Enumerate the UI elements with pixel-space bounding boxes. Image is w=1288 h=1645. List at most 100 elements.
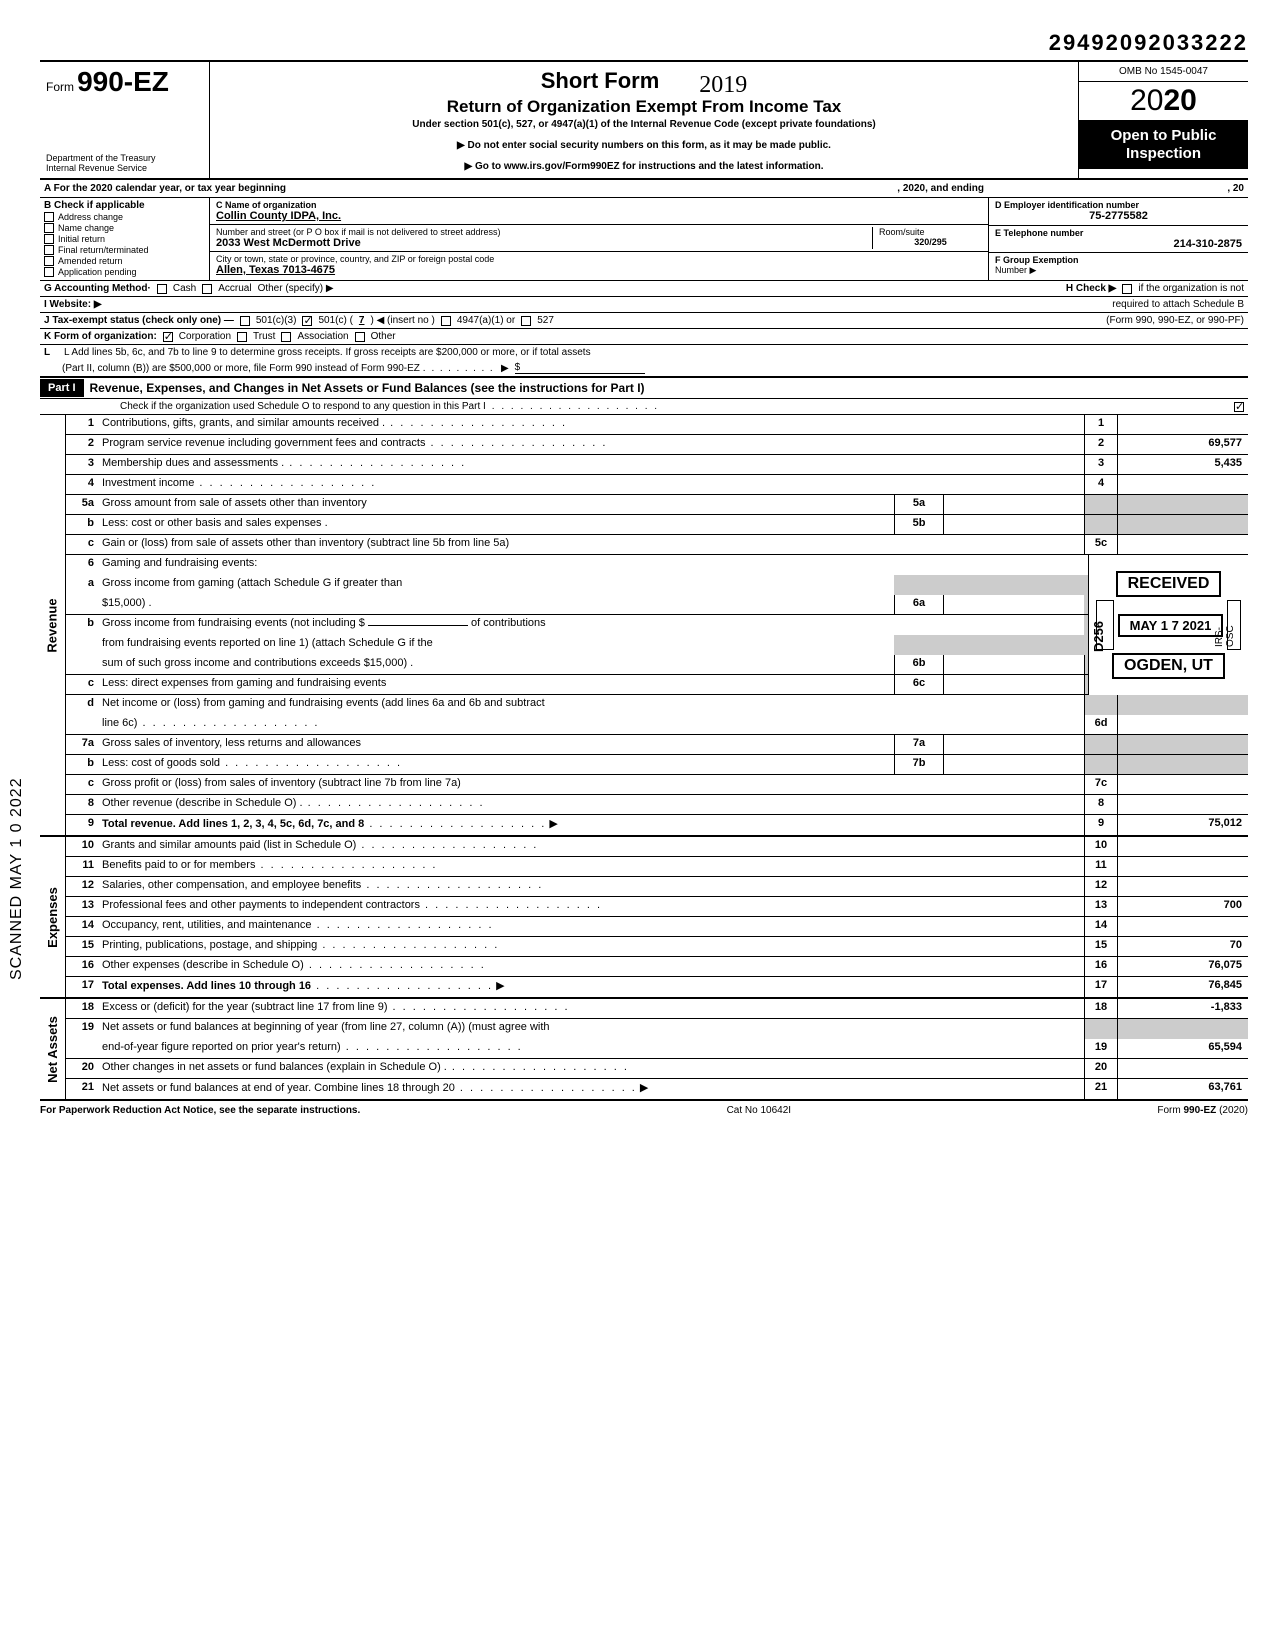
expenses-section: Expenses 10Grants and similar amounts pa… bbox=[40, 837, 1248, 999]
chk-address[interactable] bbox=[44, 212, 54, 222]
line7a: Gross sales of inventory, less returns a… bbox=[102, 735, 894, 754]
part1-header: Part I Revenue, Expenses, and Changes in… bbox=[40, 376, 1248, 399]
line13: Professional fees and other payments to … bbox=[102, 899, 420, 911]
page-footer: For Paperwork Reduction Act Notice, see … bbox=[40, 1101, 1248, 1116]
line19a: Net assets or fund balances at beginning… bbox=[102, 1019, 1084, 1039]
line-a-end: , 20 bbox=[1004, 183, 1244, 194]
line6d2: line 6c) bbox=[102, 717, 137, 729]
chk-pending[interactable] bbox=[44, 267, 54, 277]
footer-right: Form 990-EZ (2020) bbox=[1157, 1105, 1248, 1116]
lbl-pending: Application pending bbox=[58, 267, 137, 277]
l-text1: L Add lines 5b, 6c, and 7b to line 9 to … bbox=[64, 347, 591, 358]
lbl-accrual: Accrual bbox=[218, 283, 251, 294]
lbl-address: Address change bbox=[58, 212, 123, 222]
chk-assoc[interactable] bbox=[281, 332, 291, 342]
room-label: Room/suite bbox=[879, 227, 982, 237]
part1-check-line: Check if the organization used Schedule … bbox=[40, 399, 1248, 415]
chk-corp[interactable] bbox=[163, 332, 173, 342]
line6b1: Gross income from fundraising events (no… bbox=[102, 617, 365, 629]
chk-korg-other[interactable] bbox=[355, 332, 365, 342]
i-label: I Website: ▶ bbox=[44, 299, 102, 310]
handwritten-year: 2019 bbox=[699, 72, 747, 99]
line-g-h: G Accounting Method· Cash Accrual Other … bbox=[40, 281, 1248, 297]
lbl-final: Final return/terminated bbox=[58, 245, 149, 255]
line5b-text: Less: cost or other basis and sales expe… bbox=[102, 517, 328, 529]
lbl-cash: Cash bbox=[173, 283, 196, 294]
revenue-section: Revenue 1Contributions, gifts, grants, a… bbox=[40, 415, 1248, 837]
line20: Other changes in net assets or fund bala… bbox=[102, 1061, 447, 1073]
line-k: K Form of organization: Corporation Trus… bbox=[40, 329, 1248, 345]
chk-initial[interactable] bbox=[44, 234, 54, 244]
arrow-line-1: Do not enter social security numbers on … bbox=[220, 140, 1068, 151]
chk-name[interactable] bbox=[44, 223, 54, 233]
chk-amended[interactable] bbox=[44, 256, 54, 266]
stamp-irsosc: IRS-OSC bbox=[1214, 617, 1236, 647]
col-b-checkboxes: B Check if applicable Address change Nam… bbox=[40, 198, 210, 280]
chk-trust[interactable] bbox=[237, 332, 247, 342]
line17: Total expenses. Add lines 10 through 16 bbox=[102, 980, 311, 992]
arrow-line-2: Go to www.irs.gov/Form990EZ for instruct… bbox=[220, 161, 1068, 172]
side-netassets: Net Assets bbox=[40, 999, 66, 1099]
chk-final[interactable] bbox=[44, 245, 54, 255]
c-label: C Name of organization bbox=[216, 200, 982, 210]
chk-527[interactable] bbox=[521, 316, 531, 326]
line2-text: Program service revenue including govern… bbox=[102, 437, 425, 449]
line6a1: Gross income from gaming (attach Schedul… bbox=[102, 575, 894, 595]
chk-accrual[interactable] bbox=[202, 284, 212, 294]
part1-badge: Part I bbox=[40, 379, 84, 397]
room-value: 320/295 bbox=[879, 237, 982, 247]
h-text3: required to attach Schedule B bbox=[1112, 299, 1244, 310]
lbl-assoc: Association bbox=[297, 331, 348, 342]
line6a2: $15,000) . bbox=[102, 595, 894, 614]
h-label: H Check ▶ bbox=[1066, 283, 1116, 294]
line11: Benefits paid to or for members bbox=[102, 859, 255, 871]
chk-4947[interactable] bbox=[441, 316, 451, 326]
line-a-start: A For the 2020 calendar year, or tax yea… bbox=[44, 183, 286, 194]
chk-cash[interactable] bbox=[157, 284, 167, 294]
line12: Salaries, other compensation, and employ… bbox=[102, 879, 361, 891]
val-9: 75,012 bbox=[1118, 815, 1248, 835]
line4-text: Investment income bbox=[102, 477, 194, 489]
l-arrow: ▶ bbox=[501, 363, 509, 374]
dln-number: 29492092033222 bbox=[1049, 30, 1248, 56]
line14: Occupancy, rent, utilities, and maintena… bbox=[102, 919, 312, 931]
lbl-527: 527 bbox=[537, 315, 554, 326]
d-label: D Employer identification number bbox=[995, 200, 1242, 210]
line7b: Less: cost of goods sold bbox=[102, 757, 220, 769]
stamp-d256: D256 bbox=[1091, 621, 1106, 652]
val-21: 63,761 bbox=[1118, 1079, 1248, 1099]
city-value: Allen, Texas 7013-4675 bbox=[216, 264, 982, 276]
line6-text: Gaming and fundraising events: bbox=[102, 555, 1214, 575]
e-label: E Telephone number bbox=[995, 228, 1242, 238]
l-text2: (Part II, column (B)) are $500,000 or mo… bbox=[62, 363, 425, 374]
line9: Total revenue. Add lines 1, 2, 3, 4, 5c,… bbox=[102, 818, 364, 830]
chk-h[interactable] bbox=[1122, 284, 1132, 294]
lbl-other-method: Other (specify) ▶ bbox=[258, 283, 334, 294]
part1-title: Revenue, Expenses, and Changes in Net As… bbox=[84, 378, 651, 398]
short-form-title: Short Form bbox=[541, 68, 660, 94]
footer-left: For Paperwork Reduction Act Notice, see … bbox=[40, 1105, 360, 1116]
f-label: F Group Exemption bbox=[995, 255, 1242, 265]
dept-line2: Internal Revenue Service bbox=[46, 164, 203, 174]
val-18: -1,833 bbox=[1118, 999, 1248, 1018]
lbl-501c-end: ) ◀ (insert no ) bbox=[370, 315, 434, 326]
entity-block: B Check if applicable Address change Nam… bbox=[40, 198, 1248, 281]
line15: Printing, publications, postage, and shi… bbox=[102, 939, 317, 951]
lbl-501c3: 501(c)(3) bbox=[256, 315, 297, 326]
chk-501c3[interactable] bbox=[240, 316, 250, 326]
line18: Excess or (deficit) for the year (subtra… bbox=[102, 1001, 388, 1013]
line8: Other revenue (describe in Schedule O) . bbox=[102, 797, 303, 809]
val-13: 700 bbox=[1118, 897, 1248, 916]
val-17: 76,845 bbox=[1118, 977, 1248, 997]
lbl-initial: Initial return bbox=[58, 234, 105, 244]
chk-501c[interactable] bbox=[302, 316, 312, 326]
f-label2: Number ▶ bbox=[995, 265, 1242, 276]
org-name: Collin County IDPA, Inc. bbox=[216, 210, 982, 222]
phone: 214-310-2875 bbox=[995, 238, 1242, 250]
netassets-section: Net Assets 18Excess or (deficit) for the… bbox=[40, 999, 1248, 1101]
omb-number: OMB No 1545-0047 bbox=[1079, 62, 1248, 82]
lbl-trust: Trust bbox=[253, 331, 275, 342]
chk-part1-scho[interactable] bbox=[1234, 402, 1244, 412]
g-label: G Accounting Method· bbox=[44, 283, 151, 294]
l-dollar: $ bbox=[515, 362, 645, 374]
